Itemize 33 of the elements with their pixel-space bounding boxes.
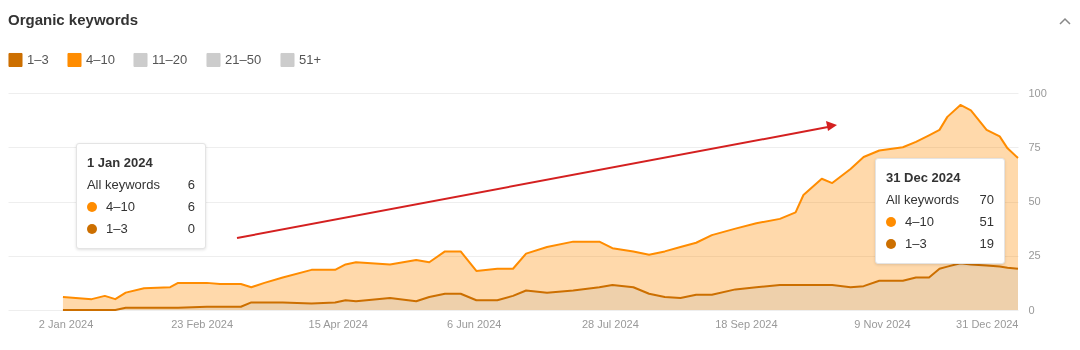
annotation: 4–10 xyxy=(105,198,135,214)
legend-label: 4–10 xyxy=(86,51,115,67)
x-tick-label: 2 Jan 2024 xyxy=(38,317,94,330)
x-tick-label: 31 Dec 2024 xyxy=(956,317,1019,330)
legend-label: 1–3 xyxy=(27,51,49,67)
annotation: All keywords xyxy=(886,192,959,208)
annotation: 19 xyxy=(979,235,994,254)
x-tick-label: 23 Feb 2024 xyxy=(171,317,234,330)
annotation: 31 Dec 2024 xyxy=(886,169,962,188)
y-tick-label: 75 xyxy=(1028,140,1041,153)
annotation: All keywords xyxy=(86,176,160,192)
x-tick-label: 9 Nov 2024 xyxy=(854,317,911,330)
x-tick-label: 6 Jun 2024 xyxy=(447,317,502,330)
legend-label: 11–20 xyxy=(152,51,188,67)
annotation: 4–10 xyxy=(905,214,934,230)
annotation: 51 xyxy=(979,213,994,232)
x-tick-label: 18 Sep 2024 xyxy=(715,317,778,330)
annotation: 6 xyxy=(187,197,195,216)
y-tick-label: 100 xyxy=(1028,86,1047,99)
y-tick-label: 50 xyxy=(1028,195,1041,207)
x-tick-label: 28 Jul 2024 xyxy=(581,317,639,330)
legend-label: 21–50 xyxy=(225,51,262,67)
legend-label: 51+ xyxy=(299,51,322,67)
y-tick-label: 0 xyxy=(1028,303,1035,316)
x-tick-label: 15 Apr 2024 xyxy=(308,317,368,330)
annotation: 1–3 xyxy=(105,220,128,236)
chart-title: Organic keywords xyxy=(8,11,139,28)
annotation: 6 xyxy=(187,175,195,194)
annotation: 1–3 xyxy=(905,236,927,252)
annotation: 0 xyxy=(187,219,195,238)
annotation: 70 xyxy=(979,191,994,210)
annotation: 1 Jan 2024 xyxy=(86,153,154,172)
y-tick-label: 25 xyxy=(1028,249,1041,262)
